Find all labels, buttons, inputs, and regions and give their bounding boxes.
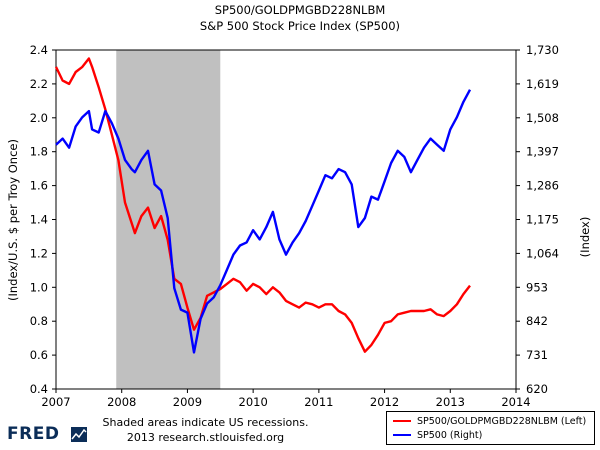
fred-logo: FRED	[7, 424, 60, 444]
x-tick-label: 2012	[370, 395, 399, 409]
legend-swatch-blue	[393, 433, 411, 437]
y-tick-label-left: 2.0	[30, 111, 48, 125]
y-tick-label-right: 953	[526, 280, 548, 294]
legend-label-sp500: SP500 (Right)	[417, 429, 483, 441]
legend-swatch-red	[393, 419, 411, 423]
recession-note: Shaded areas indicate US recessions.	[102, 416, 309, 429]
y-tick-label-right: 842	[526, 314, 548, 328]
chart-subtitle: S&P 500 Stock Price Index (SP500)	[200, 19, 400, 33]
x-tick-label: 2010	[239, 395, 268, 409]
y-tick-label-right: 620	[526, 382, 548, 396]
legend: SP500/GOLDPMGBD228NLBM (Left) SP500 (Rig…	[386, 411, 595, 445]
x-tick-label: 2014	[501, 395, 530, 409]
y-tick-label-right: 1,508	[526, 111, 559, 125]
y-tick-label-left: 0.4	[30, 382, 48, 396]
y-tick-label-right: 1,286	[526, 179, 559, 193]
fred-chart-icon	[71, 427, 87, 442]
y-tick-label-right: 1,397	[526, 145, 559, 159]
source-url: 2013 research.stlouisfed.org	[126, 431, 285, 444]
y-tick-label-left: 1.8	[30, 145, 48, 159]
y-tick-label-left: 1.0	[30, 280, 48, 294]
y-tick-label-left: 0.6	[30, 348, 48, 362]
y-tick-label-right: 1,619	[526, 77, 559, 91]
legend-label-ratio: SP500/GOLDPMGBD228NLBM (Left)	[417, 415, 587, 427]
series-line-sp500	[55, 89, 472, 354]
source-note: Shaded areas indicate US recessions. 201…	[98, 415, 313, 445]
y-tick-label-right: 731	[526, 348, 548, 362]
x-tick-label: 2008	[107, 395, 136, 409]
x-tick-label: 2007	[41, 395, 70, 409]
y-tick-label-right: 1,064	[526, 246, 559, 260]
y-tick-label-left: 1.4	[30, 213, 48, 227]
y-tick-label-left: 0.8	[30, 314, 48, 328]
y-tick-label-left: 2.4	[30, 43, 48, 57]
plot-area: 2007 2008 2009 2010 2011 2012 2013 2014 0.4 0.6 0.…	[30, 43, 559, 409]
chart-title: SP500/GOLDPMGBD228NLBM	[215, 3, 386, 17]
x-tick-label: 2011	[304, 395, 333, 409]
y-tick-label-right: 1,175	[526, 213, 559, 227]
y-axis-label-right: (Index)	[578, 217, 592, 258]
series-line-ratio	[54, 57, 471, 353]
y-axis-label-left: (Index/U.S. $ per Troy Once)	[6, 139, 20, 301]
legend-item-ratio: SP500/GOLDPMGBD228NLBM (Left)	[393, 414, 586, 428]
legend-item-sp500: SP500 (Right)	[393, 428, 482, 442]
y-tick-label-left: 2.2	[30, 77, 48, 91]
y-tick-label-left: 1.2	[30, 246, 48, 260]
y-tick-label-right: 1,730	[526, 43, 559, 57]
x-tick-label: 2009	[173, 395, 202, 409]
y-tick-label-left: 1.6	[30, 179, 48, 193]
x-tick-label: 2013	[436, 395, 465, 409]
